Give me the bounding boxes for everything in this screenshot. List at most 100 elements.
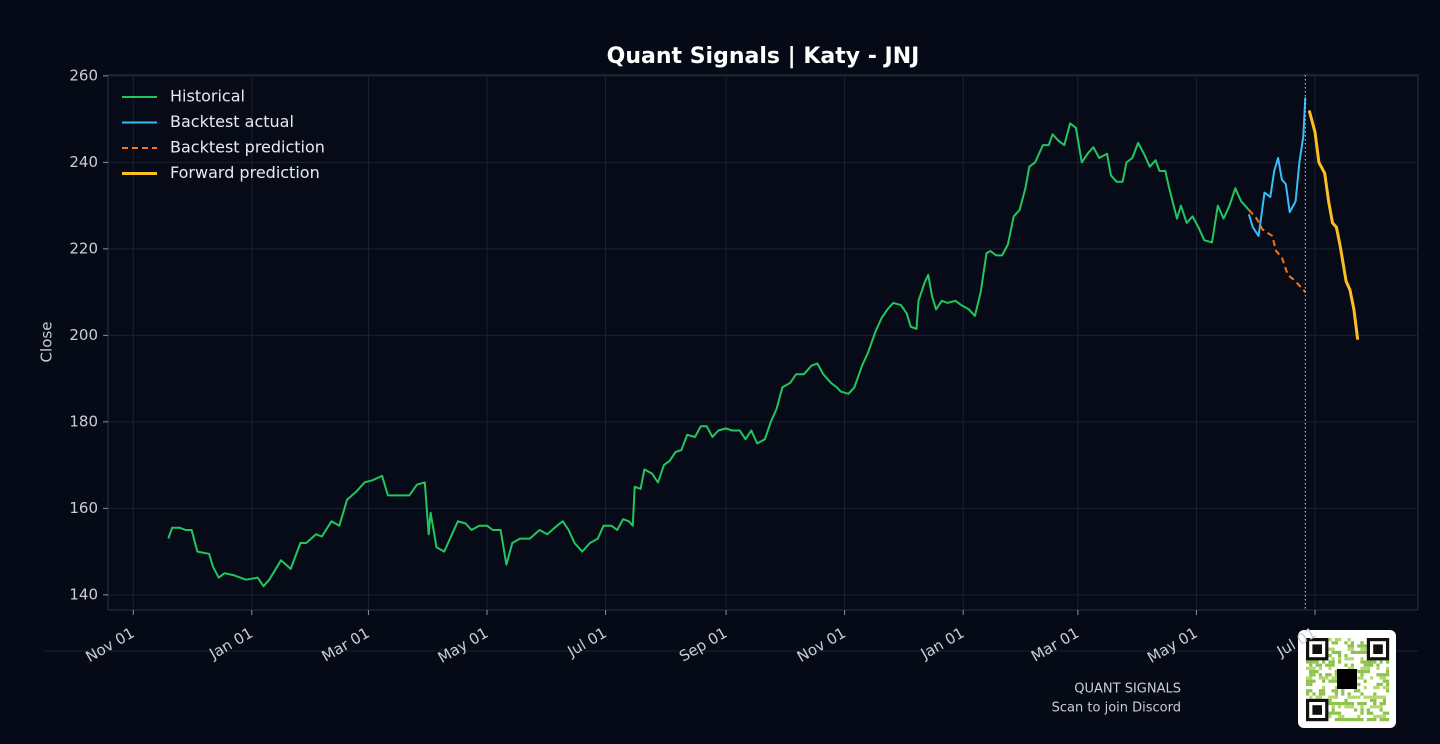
qr-cell — [1386, 670, 1390, 674]
qr-cell — [1309, 676, 1313, 680]
qr-cell — [1350, 663, 1354, 667]
qr-cell — [1379, 676, 1383, 680]
qr-cell — [1347, 638, 1351, 642]
qr-cell — [1331, 708, 1335, 712]
x-tick-label: May 01 — [1144, 624, 1201, 667]
qr-cell — [1360, 641, 1364, 645]
qr-cell — [1382, 711, 1386, 715]
qr-cell — [1344, 718, 1348, 722]
qr-cell — [1347, 695, 1351, 699]
qr-cell — [1338, 660, 1342, 664]
qr-cell — [1354, 708, 1358, 712]
qr-cell — [1331, 689, 1335, 693]
qr-cell — [1306, 676, 1310, 680]
qr-cell — [1331, 702, 1335, 706]
qr-cell — [1328, 698, 1332, 702]
qr-cell — [1366, 708, 1370, 712]
qr-cell — [1373, 702, 1377, 706]
qr-cell — [1386, 686, 1390, 690]
plot-area — [107, 74, 1419, 611]
x-tick-label: Nov 01 — [82, 624, 137, 666]
qr-cell — [1322, 660, 1326, 664]
qr-cell — [1370, 698, 1374, 702]
qr-cell — [1350, 666, 1354, 670]
qr-cell — [1354, 650, 1358, 654]
qr-cell — [1366, 718, 1370, 722]
qr-cell — [1312, 692, 1316, 696]
qr-cell — [1334, 641, 1338, 645]
qr-cell — [1344, 698, 1348, 702]
caption: Scan to join Discord — [1052, 701, 1181, 716]
qr-cell — [1357, 702, 1361, 706]
qr-cell — [1386, 711, 1390, 715]
qr-cell — [1334, 718, 1338, 722]
qr-cell — [1373, 718, 1377, 722]
qr-logo — [1337, 669, 1357, 689]
y-tick-label: 200 — [69, 326, 98, 344]
qr-cell — [1350, 650, 1354, 654]
qr-cell — [1357, 676, 1361, 680]
qr-cell — [1338, 714, 1342, 718]
qr-cell — [1357, 714, 1361, 718]
qr-cell — [1334, 689, 1338, 693]
qr-cell — [1360, 692, 1364, 696]
qr-cell — [1363, 647, 1367, 651]
qr-cell — [1334, 695, 1338, 699]
qr-cell — [1318, 676, 1322, 680]
qr-cell — [1347, 705, 1351, 709]
qr-cell — [1373, 705, 1377, 709]
qr-cell — [1386, 679, 1390, 683]
qr-cell — [1360, 718, 1364, 722]
y-tick-label: 140 — [69, 585, 98, 603]
qr-cell — [1322, 689, 1326, 693]
qr-cell — [1306, 689, 1310, 693]
qr-cell — [1328, 711, 1332, 715]
qr-cell — [1357, 689, 1361, 693]
qr-cell — [1360, 666, 1364, 670]
qr-cell — [1334, 679, 1338, 683]
qr-cell — [1379, 695, 1383, 699]
qr-cell — [1344, 657, 1348, 661]
legend-label: Backtest actual — [170, 112, 294, 131]
qr-cell — [1386, 718, 1390, 722]
qr-finder — [1373, 644, 1383, 654]
brand: QUANT SIGNALS — [1074, 682, 1181, 697]
series-line — [1248, 209, 1307, 293]
qr-cell — [1334, 686, 1338, 690]
qr-cell — [1376, 673, 1380, 677]
y-tick-label: 260 — [69, 66, 98, 84]
qr-cell — [1344, 705, 1348, 709]
qr-cell — [1360, 708, 1364, 712]
x-tick-label: Sep 01 — [676, 624, 730, 666]
qr-cell — [1373, 714, 1377, 718]
qr-cell — [1366, 660, 1370, 664]
x-tick-label: Mar 01 — [319, 624, 373, 666]
qr-cell — [1334, 673, 1338, 677]
qr-cell — [1309, 682, 1313, 686]
qr-cell — [1347, 692, 1351, 696]
qr-cell — [1360, 676, 1364, 680]
qr-cell — [1312, 666, 1316, 670]
qr-cell — [1354, 695, 1358, 699]
y-axis-label: Close — [38, 322, 56, 363]
qr-cell — [1363, 702, 1367, 706]
qr-cell — [1376, 695, 1380, 699]
chart-title: Quant Signals | Katy - JNJ — [607, 44, 920, 69]
qr-cell — [1363, 695, 1367, 699]
qr-cell — [1350, 718, 1354, 722]
qr-cell — [1376, 663, 1380, 667]
qr-cell — [1344, 641, 1348, 645]
qr-cell — [1322, 676, 1326, 680]
qr-cell — [1357, 670, 1361, 674]
qr-cell — [1357, 718, 1361, 722]
qr-cell — [1370, 711, 1374, 715]
qr-cell — [1341, 689, 1345, 693]
qr-cell — [1347, 657, 1351, 661]
qr-cell — [1318, 692, 1322, 696]
qr-cell — [1363, 644, 1367, 648]
x-tick-label: Nov 01 — [794, 624, 849, 666]
qr-cell — [1328, 702, 1332, 706]
qr-cell — [1379, 682, 1383, 686]
qr-cell — [1363, 679, 1367, 683]
qr-cell — [1338, 657, 1342, 661]
